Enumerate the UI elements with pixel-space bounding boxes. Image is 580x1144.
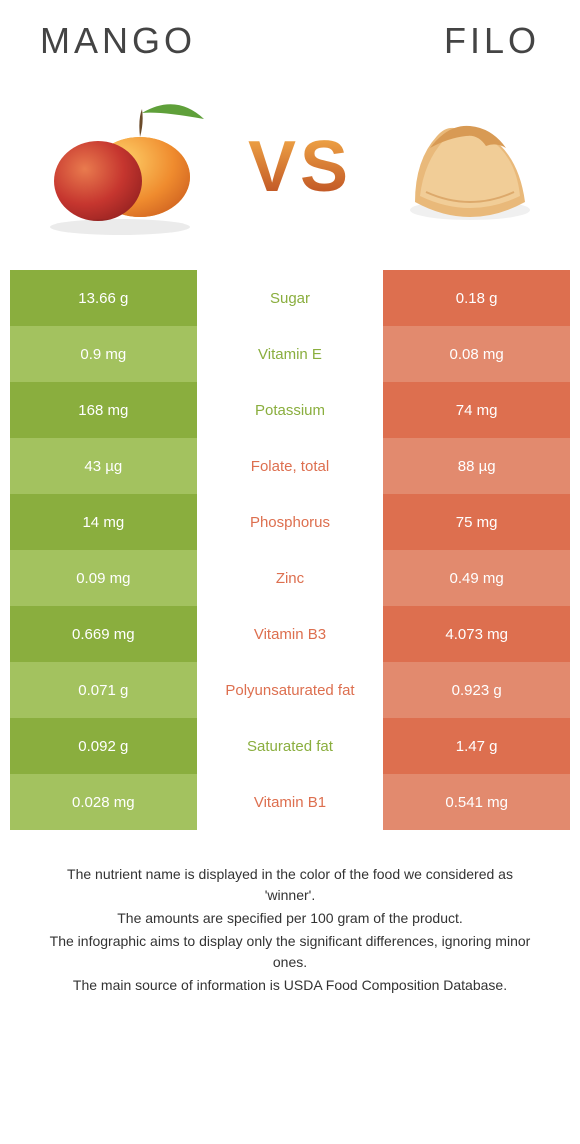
table-row: 0.028 mgVitamin B10.541 mg [10,774,570,830]
header-left-title: MANGO [40,20,196,62]
comparison-table: 13.66 gSugar0.18 g0.9 mgVitamin E0.08 mg… [10,270,570,830]
left-value: 14 mg [10,494,197,550]
table-row: 168 mgPotassium74 mg [10,382,570,438]
table-row: 0.092 gSaturated fat1.47 g [10,718,570,774]
footnotes: The nutrient name is displayed in the co… [40,864,540,996]
nutrient-name: Folate, total [197,438,384,494]
left-value: 0.071 g [10,662,197,718]
mango-icon [30,87,210,247]
table-row: 14 mgPhosphorus75 mg [10,494,570,550]
header-right-title: FILO [444,20,540,62]
right-value: 88 µg [383,438,570,494]
nutrient-name: Potassium [197,382,384,438]
nutrient-name: Phosphorus [197,494,384,550]
nutrient-name: Polyunsaturated fat [197,662,384,718]
note-line: The infographic aims to display only the… [40,931,540,973]
right-value: 0.541 mg [383,774,570,830]
nutrient-name: Sugar [197,270,384,326]
left-value: 0.028 mg [10,774,197,830]
left-value: 0.09 mg [10,550,197,606]
right-value: 74 mg [383,382,570,438]
nutrient-name: Vitamin E [197,326,384,382]
left-value: 168 mg [10,382,197,438]
filo-icon [390,92,550,242]
left-value: 43 µg [10,438,197,494]
note-line: The amounts are specified per 100 gram o… [40,908,540,929]
right-value: 0.18 g [383,270,570,326]
left-value: 0.669 mg [10,606,197,662]
right-value: 0.923 g [383,662,570,718]
note-line: The nutrient name is displayed in the co… [40,864,540,906]
left-value: 0.092 g [10,718,197,774]
nutrient-name: Vitamin B3 [197,606,384,662]
nutrient-name: Zinc [197,550,384,606]
table-row: 0.09 mgZinc0.49 mg [10,550,570,606]
right-value: 75 mg [383,494,570,550]
right-value: 1.47 g [383,718,570,774]
nutrient-name: Vitamin B1 [197,774,384,830]
right-value: 0.49 mg [383,550,570,606]
nutrient-name: Saturated fat [197,718,384,774]
vs-text: VS [248,126,352,208]
table-row: 0.669 mgVitamin B34.073 mg [10,606,570,662]
note-line: The main source of information is USDA F… [40,975,540,996]
table-row: 13.66 gSugar0.18 g [10,270,570,326]
right-value: 0.08 mg [383,326,570,382]
table-row: 43 µgFolate, total88 µg [10,438,570,494]
table-row: 0.071 gPolyunsaturated fat0.923 g [10,662,570,718]
table-row: 0.9 mgVitamin E0.08 mg [10,326,570,382]
left-value: 13.66 g [10,270,197,326]
right-value: 4.073 mg [383,606,570,662]
left-value: 0.9 mg [10,326,197,382]
